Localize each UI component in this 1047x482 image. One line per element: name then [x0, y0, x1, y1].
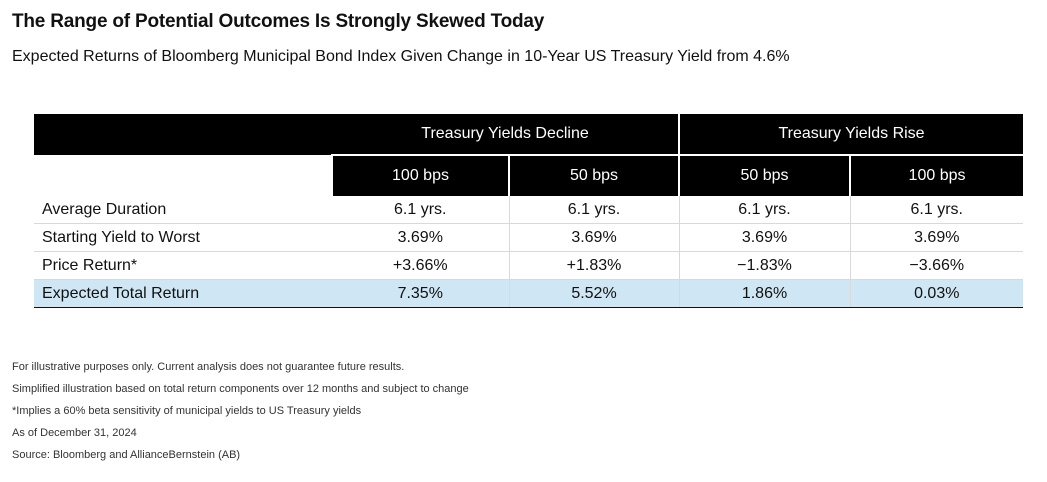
table-cell: 6.1 yrs.: [849, 196, 1024, 224]
footnote-beta: *Implies a 60% beta sensitivity of munic…: [12, 405, 362, 417]
row-label: Starting Yield to Worst: [34, 223, 332, 252]
table-cell: 3.69%: [678, 223, 851, 252]
returns-table: Treasury Yields Decline Treasury Yields …: [34, 114, 1024, 308]
column-group-decline: Treasury Yields Decline: [332, 114, 680, 155]
column-group-header-row: Treasury Yields Decline Treasury Yields …: [34, 114, 1024, 155]
table-cell: 1.86%: [678, 279, 851, 308]
footnote-disclaimer: For illustrative purposes only. Current …: [12, 361, 405, 373]
chart-subtitle: Expected Returns of Bloomberg Municipal …: [12, 48, 790, 65]
table-row-expected-total-return: Expected Total Return 7.35% 5.52% 1.86% …: [34, 279, 1024, 308]
column-header: 100 bps: [849, 154, 1024, 196]
table-row-price-return: Price Return* +3.66% +1.83% −1.83% −3.66…: [34, 251, 1024, 280]
table-cell: −1.83%: [678, 251, 851, 280]
table-row-average-duration: Average Duration 6.1 yrs. 6.1 yrs. 6.1 y…: [34, 196, 1024, 224]
table-cell: 5.52%: [508, 279, 680, 308]
table-cell: 6.1 yrs.: [678, 196, 851, 224]
column-group-rise: Treasury Yields Rise: [678, 114, 1024, 155]
row-label: Expected Total Return: [34, 279, 332, 308]
table-cell: +1.83%: [508, 251, 680, 280]
header-corner-lower: [34, 155, 332, 196]
column-header-row: 100 bps 50 bps 50 bps 100 bps: [34, 154, 1024, 196]
table-cell: 7.35%: [332, 279, 509, 308]
footnote-date: As of December 31, 2024: [12, 427, 137, 439]
row-label: Average Duration: [34, 196, 332, 224]
footnotes: For illustrative purposes only. Current …: [12, 356, 469, 466]
footnote-source: Source: Bloomberg and AllianceBernstein …: [12, 449, 241, 461]
table-cell: −3.66%: [849, 251, 1024, 280]
table-cell: 0.03%: [849, 279, 1024, 308]
footnote-methodology: Simplified illustration based on total r…: [12, 383, 469, 395]
table-cell: 6.1 yrs.: [332, 196, 509, 224]
header-corner: [34, 114, 332, 155]
table-cell: 6.1 yrs.: [508, 196, 680, 224]
table-row-starting-yield: Starting Yield to Worst 3.69% 3.69% 3.69…: [34, 223, 1024, 252]
column-header: 50 bps: [678, 154, 851, 196]
table-cell: 3.69%: [332, 223, 509, 252]
chart-title: The Range of Potential Outcomes Is Stron…: [12, 11, 545, 32]
row-label: Price Return*: [34, 251, 332, 280]
column-header: 50 bps: [507, 154, 680, 196]
column-header: 100 bps: [331, 154, 509, 196]
table-cell: 3.69%: [849, 223, 1024, 252]
table-cell: 3.69%: [508, 223, 680, 252]
table-cell: +3.66%: [332, 251, 509, 280]
